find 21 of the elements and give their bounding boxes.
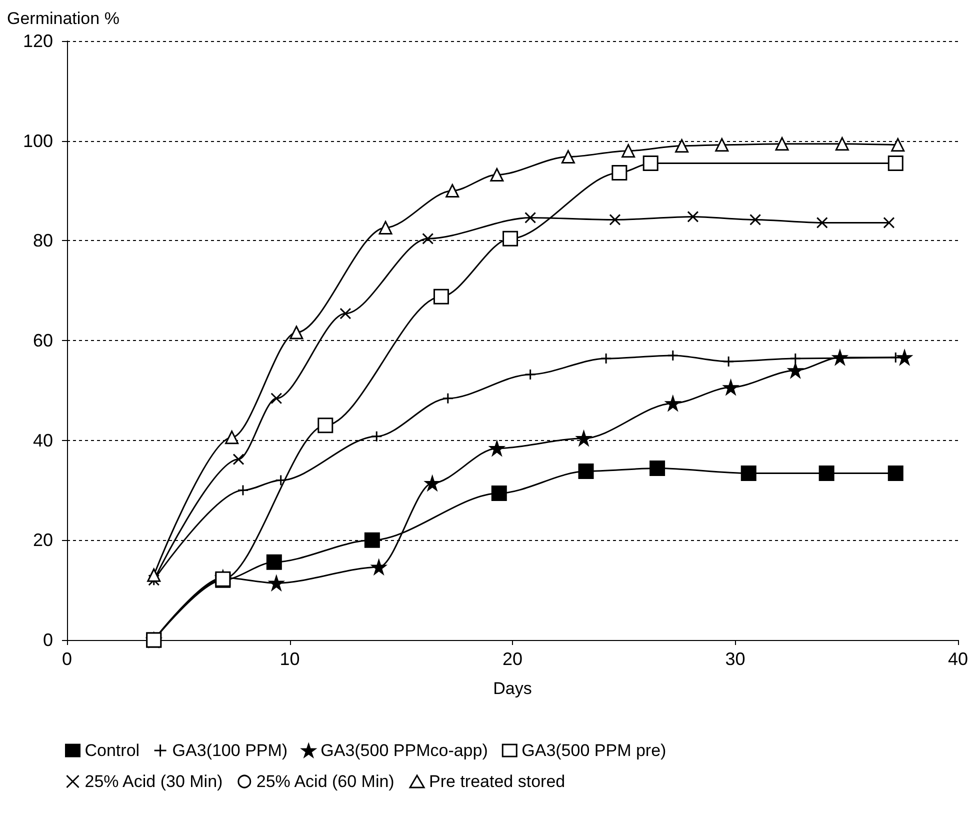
x-tick-label: 40 [948, 649, 968, 669]
legend-label: Pre treated stored [429, 772, 566, 791]
y-tick-label: 40 [32, 430, 53, 450]
x-tick-label: 10 [280, 649, 300, 669]
y-tick-label: 120 [22, 31, 53, 51]
x-tick-label: 0 [62, 649, 72, 669]
x-axis-title: Days [493, 679, 532, 698]
y-tick-label: 0 [42, 630, 53, 650]
x-tick-label: 20 [502, 649, 523, 669]
y-tick-label: 100 [22, 130, 53, 151]
y-axis-title: Germination % [7, 9, 120, 28]
y-tick-label: 60 [32, 330, 53, 350]
legend-label: 25% Acid (60 Min) [256, 772, 394, 791]
y-tick-label: 20 [32, 530, 53, 550]
legend-label: 25% Acid (30 Min) [84, 772, 223, 791]
legend-label: GA3(500 PPM pre) [522, 741, 666, 760]
y-tick-label: 80 [32, 230, 53, 251]
legend-label: Control [84, 741, 140, 760]
x-tick-label: 30 [725, 649, 746, 669]
legend-label: GA3(500 PPMco-app) [320, 741, 488, 760]
legend-label: GA3(100 PPM) [172, 741, 288, 760]
